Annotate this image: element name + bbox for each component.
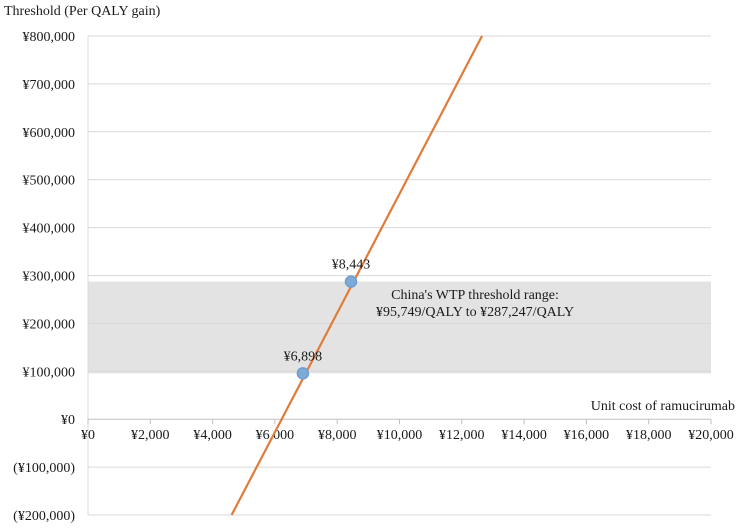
point-label: ¥8,443 [332, 258, 371, 273]
highlight-point [344, 275, 358, 288]
y-tick-label: ¥500,000 [23, 174, 76, 189]
point-label: ¥6,898 [284, 349, 323, 364]
wtp-threshold-band [88, 281, 711, 374]
x-tick-label: ¥8,000 [318, 428, 357, 443]
y-tick-label: ¥400,000 [23, 222, 76, 237]
x-tick-label: ¥12,000 [439, 428, 485, 443]
y-tick-label: ¥100,000 [23, 365, 76, 380]
y-tick-label: (¥100,000) [13, 461, 75, 476]
axes: (¥200,000) (¥100,000) ¥0 ¥100,000 ¥200,000 ¥3… [13, 30, 734, 524]
y-tick-label: (¥200,000) [13, 509, 75, 524]
x-tick-label: ¥20,000 [688, 428, 734, 443]
y-tick-label: ¥200,000 [23, 317, 76, 332]
x-tick-label: ¥0 [81, 428, 95, 443]
x-tick-label: ¥18,000 [626, 428, 672, 443]
x-tick-label: ¥10,000 [377, 428, 423, 443]
band-label-line-2: ¥95,749/QALY to ¥287,247/QALY [376, 305, 574, 320]
y-tick-label: ¥600,000 [23, 126, 76, 141]
y-tick-label: ¥0 [61, 413, 75, 428]
x-tick-label: ¥4,000 [193, 428, 232, 443]
band-label-line-1: China's WTP threshold range: [391, 288, 559, 303]
threshold-line [230, 35, 483, 516]
x-tick-label: ¥16,000 [564, 428, 610, 443]
highlight-points: ¥6,898 ¥8,443 [284, 258, 371, 380]
x-axis-title: Unit cost of ramucirumab [591, 399, 735, 414]
series-layer [230, 35, 483, 516]
y-tick-label: ¥300,000 [23, 270, 76, 285]
x-tick-label: ¥2,000 [131, 428, 170, 443]
x-tick-label: ¥6,000 [256, 428, 295, 443]
wtp-band-rect [88, 281, 711, 374]
y-tick-label: ¥800,000 [23, 30, 76, 45]
y-tick-label: ¥700,000 [23, 78, 76, 93]
gridlines [88, 35, 711, 516]
highlight-point [296, 367, 310, 380]
x-tick-label: ¥14,000 [501, 428, 547, 443]
y-axis-title: Threshold (Per QALY gain) [4, 4, 161, 19]
